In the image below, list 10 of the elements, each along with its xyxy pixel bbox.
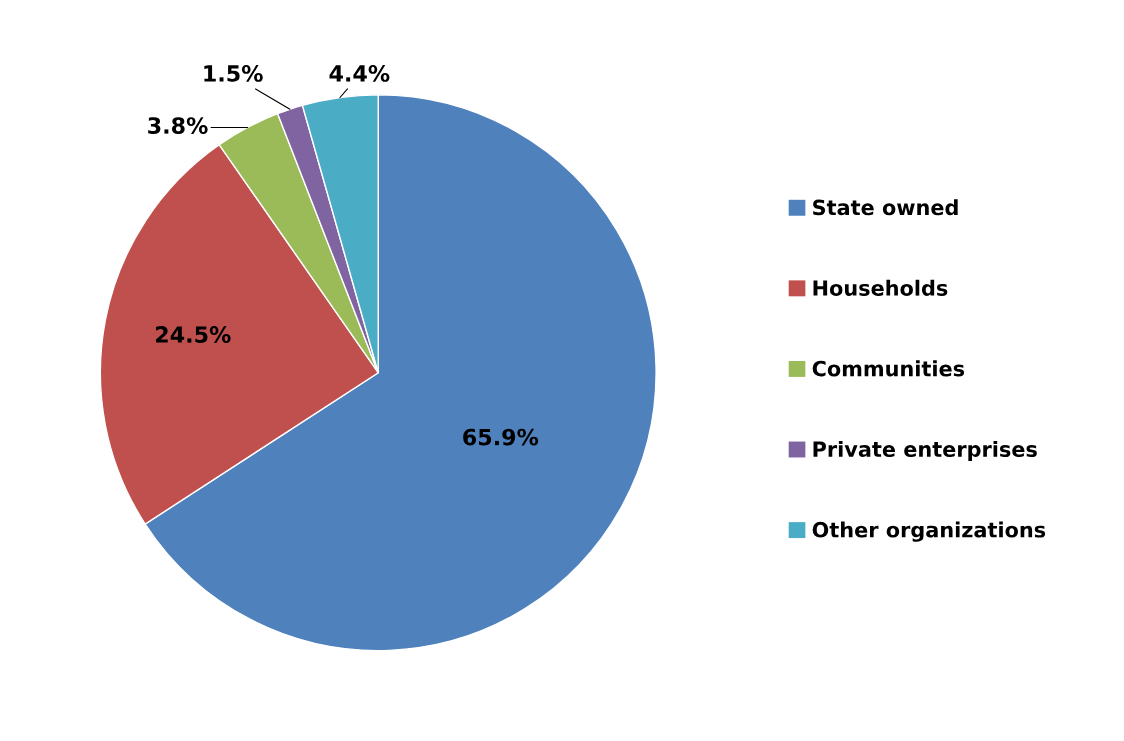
data-label: 1.5% — [204, 65, 263, 82]
data-label: 3.8% — [148, 117, 208, 134]
legend-label: Other organizations — [812, 521, 1046, 542]
data-label: 24.5% — [155, 326, 231, 343]
legend-label: Communities — [812, 360, 965, 377]
legend-label: Households — [813, 279, 948, 296]
legend-label: State owned — [813, 199, 958, 216]
data-label: 65.9% — [463, 428, 539, 446]
legend-label: Private enterprises — [813, 440, 1037, 462]
data-label: 4.4% — [329, 65, 390, 82]
